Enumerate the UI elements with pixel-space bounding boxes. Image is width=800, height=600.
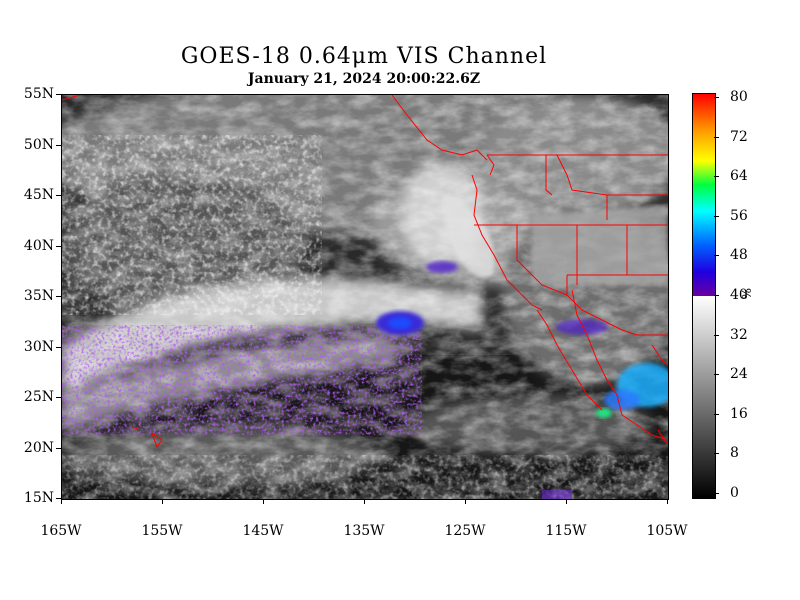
longitude-label: 145W xyxy=(242,523,284,539)
latitude-tick xyxy=(56,296,61,297)
colorbar-label: 48 xyxy=(730,247,748,264)
high-reflectance-areas xyxy=(62,261,668,499)
longitude-tick xyxy=(162,499,163,504)
political-boundaries xyxy=(62,95,668,449)
colorbar-label: 80 xyxy=(730,89,748,105)
latitude-label: 35N xyxy=(23,288,54,304)
longitude-tick xyxy=(667,499,668,504)
colorbar-tick xyxy=(714,97,719,98)
colorbar-tick xyxy=(714,453,719,455)
longitude-tick xyxy=(465,499,466,504)
satellite-image-svg xyxy=(62,95,668,499)
colorbar-label: 40 xyxy=(730,287,748,303)
latitude-label: 20N xyxy=(23,439,54,456)
colorbar-label: 24 xyxy=(730,366,748,383)
colorbar-tick xyxy=(714,176,719,178)
colorbar xyxy=(692,93,716,499)
latitude-tick xyxy=(56,245,61,247)
longitude-label: 125W xyxy=(444,523,486,539)
chart-title: GOES-18 0.64μm VIS Channel xyxy=(180,44,548,69)
latitude-tick xyxy=(56,144,61,146)
latitude-tick xyxy=(56,346,61,348)
latitude-label: 15N xyxy=(23,490,54,506)
colorbar-label: 16 xyxy=(730,405,748,422)
satellite-image xyxy=(61,94,669,500)
colorbar-unit: % xyxy=(739,288,753,300)
longitude-tick xyxy=(263,499,264,504)
colorbar-tick xyxy=(714,255,719,257)
latitude-tick xyxy=(56,397,61,398)
latitude-label: 55N xyxy=(23,86,54,102)
latitude-label: 50N xyxy=(23,136,54,153)
colorbar-label: 56 xyxy=(730,207,748,224)
longitude-label: 165W xyxy=(40,523,82,539)
longitude-tick xyxy=(566,499,567,504)
colorbar-label: 0 xyxy=(730,485,739,501)
latitude-label: 30N xyxy=(23,338,54,355)
chart-subtitle: January 21, 2024 20:00:22.6Z xyxy=(247,71,481,87)
latitude-tick xyxy=(56,195,61,196)
colorbar-tick xyxy=(714,334,719,336)
colorbar-label: 72 xyxy=(730,128,748,145)
colorbar-tick xyxy=(714,136,719,138)
latitude-tick xyxy=(56,498,61,499)
colorbar-label: 8 xyxy=(730,445,739,462)
colorbar-tick xyxy=(714,374,719,376)
colorbar-tick xyxy=(714,295,719,296)
latitude-tick xyxy=(56,94,61,95)
latitude-label: 45N xyxy=(23,187,54,203)
longitude-tick xyxy=(61,499,62,504)
colorbar-label: 32 xyxy=(730,326,748,343)
latitude-label: 25N xyxy=(23,389,54,405)
colorbar-tick xyxy=(714,413,719,415)
longitude-label: 115W xyxy=(545,523,587,539)
longitude-label: 155W xyxy=(141,523,183,539)
latitude-label: 40N xyxy=(23,237,54,254)
colorbar-label: 64 xyxy=(730,168,748,185)
colorbar-tick xyxy=(714,493,719,494)
colorbar-gradient xyxy=(693,94,715,498)
longitude-tick xyxy=(364,499,365,504)
longitude-label: 105W xyxy=(646,523,688,539)
longitude-label: 135W xyxy=(343,523,385,539)
colorbar-tick xyxy=(714,215,719,217)
latitude-tick xyxy=(56,447,61,449)
